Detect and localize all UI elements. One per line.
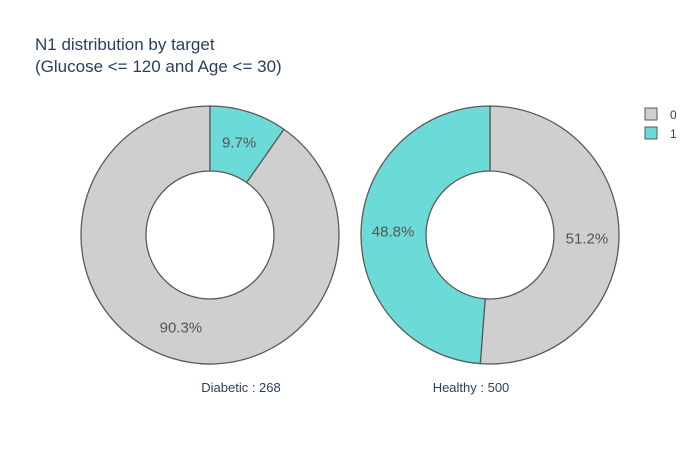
diabetic-slice-0[interactable] [80,105,340,365]
diabetic-slice-0-label: 90.3% [160,320,203,337]
healthy-slice-0-label: 51.2% [566,231,609,248]
healthy-slice-1[interactable] [360,105,491,365]
healthy-caption: Healthy : 500 [433,380,510,395]
chart-subtitle: (Glucose <= 120 and Age <= 30) [35,57,282,76]
legend-item-1[interactable]: 1 [644,126,677,141]
diabetic-caption: Diabetic : 268 [201,380,281,395]
diabetic-slice-1-label: 9.7% [222,134,256,151]
diabetic-donut: 90.3% 9.7% [80,105,340,365]
healthy-slice-1-label: 48.8% [372,223,415,240]
legend-swatch-0 [644,107,658,121]
chart-title: N1 distribution by target [35,35,215,54]
legend[interactable]: 01 [644,107,677,141]
legend-swatch-1 [644,126,658,140]
legend-label-1: 1 [670,127,677,141]
diabetic-slice-1[interactable] [209,105,285,184]
healthy-donut: 51.2% 48.8% [360,105,620,365]
legend-item-0[interactable]: 0 [644,107,677,122]
legend-label-0: 0 [670,108,677,122]
healthy-slice-0[interactable] [479,105,620,365]
